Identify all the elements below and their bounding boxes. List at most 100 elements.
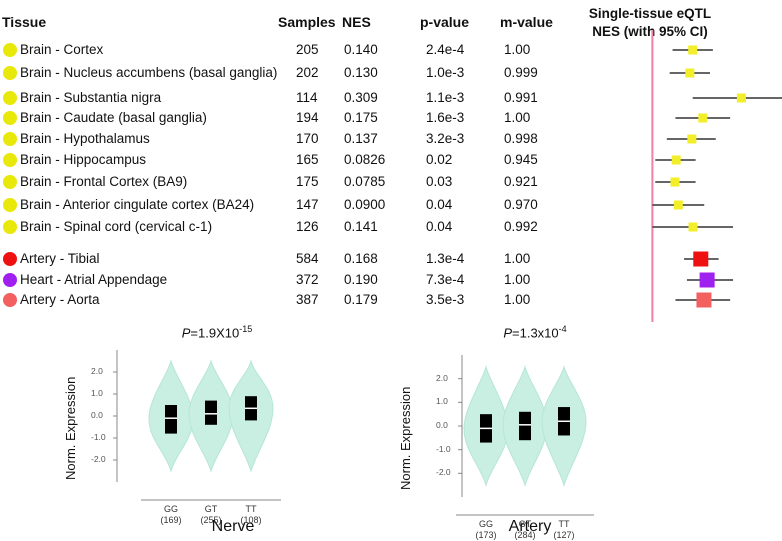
nes-value: 0.168 [344, 251, 378, 266]
tissue-name: Brain - Substantia nigra [20, 90, 162, 105]
nes-point [698, 113, 708, 123]
table-row: Brain - Nucleus accumbens (basal ganglia… [0, 63, 600, 83]
table-row: Artery - Tibial 584 0.168 1.3e-4 1.00 [0, 249, 600, 269]
forest-title-line1: Single-tissue eQTL [588, 6, 712, 21]
m-value: 1.00 [504, 42, 531, 57]
p-value: 3.2e-3 [426, 131, 465, 146]
y-tick-label: 1.0 [91, 388, 103, 398]
nes-value: 0.141 [344, 219, 378, 234]
sample-count: 170 [296, 131, 319, 146]
m-value: 0.970 [504, 197, 538, 212]
sample-count: 202 [296, 65, 319, 80]
p-value: 3.5e-3 [426, 292, 465, 307]
sample-count: 165 [296, 152, 319, 167]
p-value: 2.4e-4 [426, 42, 465, 57]
sample-count: 387 [296, 292, 319, 307]
nes-value: 0.179 [344, 292, 378, 307]
pvalue-title: P=1.9X10-15 [181, 324, 253, 341]
nes-point [673, 200, 683, 210]
header-mvalue: m-value [500, 14, 553, 30]
m-value: 0.992 [504, 219, 538, 234]
nes-value: 0.137 [344, 131, 378, 146]
p-value: 0.02 [426, 152, 453, 167]
sample-count: 175 [296, 174, 319, 189]
genotype-name: TT [245, 504, 257, 514]
genotype-label: GT (284) [505, 519, 545, 541]
m-value: 0.921 [504, 174, 538, 189]
genotype-count: (284) [514, 530, 536, 540]
genotype-count: (173) [475, 530, 497, 540]
tissue-name: Brain - Cortex [20, 42, 104, 57]
p-value: 1.6e-3 [426, 110, 465, 125]
m-value: 1.00 [504, 272, 531, 287]
m-value: 1.00 [504, 251, 531, 266]
tissue-color-dot [3, 153, 17, 167]
tissue-color-dot [3, 111, 17, 125]
sample-count: 147 [296, 197, 319, 212]
tissue-name: Artery - Tibial [20, 251, 100, 266]
m-value: 0.991 [504, 90, 538, 105]
header-samples: Samples [278, 14, 336, 30]
y-tick-label: -1.0 [91, 432, 106, 442]
tissue-name: Artery [508, 518, 552, 535]
m-value: 0.945 [504, 152, 538, 167]
nes-point [693, 251, 709, 267]
genotype-count: (127) [553, 530, 575, 540]
nes-point [688, 45, 698, 55]
p-value: 1.3e-4 [426, 251, 465, 266]
genotype-label: GG (173) [466, 519, 506, 541]
iqr-box [519, 411, 531, 441]
tissue-name: Brain - Hypothalamus [20, 131, 150, 146]
sample-count: 126 [296, 219, 319, 234]
nes-value: 0.140 [344, 42, 378, 57]
tissue-color-dot [3, 43, 17, 57]
nes-point [696, 292, 712, 308]
y-tick-label: -2.0 [91, 454, 106, 464]
table-row: Brain - Spinal cord (cervical c-1) 126 0.1… [0, 217, 600, 237]
tissue-name: Nerve [211, 518, 255, 535]
genotype-count: (169) [160, 515, 182, 525]
genotype-count: (108) [240, 515, 262, 525]
forest-title-line2: NES (with 95% CI) [592, 24, 708, 39]
genotype-name: GG [163, 504, 178, 514]
m-value: 0.998 [504, 131, 538, 146]
tissue-name: Brain - Hippocampus [20, 152, 147, 167]
nes-value: 0.0900 [344, 197, 386, 212]
violin-svg [456, 355, 594, 516]
iqr-box [165, 405, 177, 434]
tissue-name: Brain - Spinal cord (cervical c-1) [20, 219, 213, 234]
y-tick-label: -2.0 [436, 467, 451, 478]
tissue-color-dot [3, 220, 17, 234]
genotype-name: GT [204, 504, 218, 514]
nes-value: 0.130 [344, 65, 378, 80]
y-tick-label: 1.0 [436, 396, 448, 407]
p-value: 7.3e-4 [426, 272, 465, 287]
p-value: 1.0e-3 [426, 65, 465, 80]
nes-value: 0.0826 [344, 152, 386, 167]
tissue-name: Brain - Frontal Cortex (BA9) [20, 174, 188, 189]
violin-svg [113, 350, 281, 501]
tissue-color-dot [3, 252, 17, 266]
tissue-color-dot [3, 198, 17, 212]
tissue-color-dot [3, 91, 17, 105]
table-row: Artery - Aorta 387 0.179 3.5e-3 1.00 [0, 290, 600, 310]
nes-value: 0.309 [344, 90, 378, 105]
p-value: 1.1e-3 [426, 90, 465, 105]
p-value: 0.04 [426, 197, 453, 212]
tissue-color-dot [3, 175, 17, 189]
sample-count: 114 [296, 90, 318, 105]
header-nes: NES [342, 14, 371, 30]
nes-point [688, 222, 698, 232]
nes-point [685, 68, 695, 78]
nes-point [671, 155, 681, 165]
y-tick-label: -1.0 [436, 443, 451, 454]
genotype-count: (255) [200, 515, 222, 525]
table-row: Brain - Substantia nigra 114 0.309 1.1e-3 0.… [0, 88, 600, 108]
sample-count: 584 [296, 251, 319, 266]
table-row: Brain - Frontal Cortex (BA9) 175 0.0785 0.0… [0, 172, 600, 192]
sample-count: 194 [296, 110, 319, 125]
tissue-color-dot [3, 66, 17, 80]
forest-plot [651, 30, 782, 322]
m-value: 1.00 [504, 110, 531, 125]
